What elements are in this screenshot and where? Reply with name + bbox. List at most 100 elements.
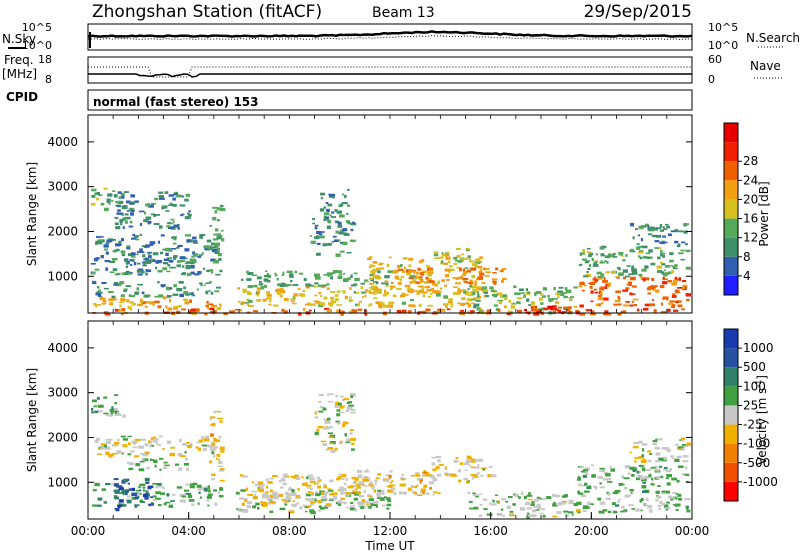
heatmap-cell	[472, 263, 478, 267]
heatmap-cell	[252, 310, 258, 313]
heatmap-cell	[379, 497, 385, 501]
heatmap-cell	[490, 474, 497, 478]
heatmap-cell	[339, 411, 345, 414]
heatmap-cell	[165, 210, 170, 212]
heatmap-cell	[201, 252, 204, 255]
heatmap-cell	[194, 308, 200, 312]
heatmap-cell	[568, 311, 572, 314]
colorbar-tick-label: 12	[743, 231, 758, 245]
heatmap-cell	[211, 246, 218, 249]
heatmap-cell	[332, 495, 337, 500]
heatmap-cell	[140, 453, 146, 455]
heatmap-cell	[641, 497, 644, 501]
heatmap-cell	[539, 512, 544, 515]
heatmap-cell	[140, 438, 146, 441]
heatmap-cell	[660, 250, 663, 253]
heatmap-cell	[92, 399, 97, 403]
heatmap-cell	[163, 502, 167, 506]
colorbar-tick-label: -25	[743, 418, 763, 432]
heatmap-cell	[175, 247, 180, 249]
heatmap-cell	[177, 244, 183, 247]
heatmap-cell	[682, 280, 687, 283]
heatmap-cell	[169, 452, 175, 457]
heatmap-cell	[407, 487, 412, 491]
heatmap-cell	[484, 275, 490, 277]
heatmap-cell	[421, 291, 428, 294]
heatmap-cell	[142, 254, 146, 258]
heatmap-cell	[478, 288, 484, 291]
heatmap-cell	[384, 280, 389, 283]
heatmap-cell	[114, 490, 120, 494]
heatmap-cell	[137, 283, 143, 286]
heatmap-cell	[582, 258, 587, 261]
heatmap-cell	[641, 443, 648, 446]
heatmap-cell	[410, 289, 414, 293]
heatmap-cell	[210, 441, 215, 444]
heatmap-cell	[495, 308, 500, 311]
heatmap-cell	[134, 504, 140, 507]
heatmap-cell	[659, 229, 664, 232]
x-tick-label: 00:00	[71, 524, 106, 538]
heatmap-cell	[185, 293, 190, 296]
heatmap-cell	[281, 308, 285, 312]
heatmap-cell	[506, 312, 511, 316]
heatmap-cell	[401, 478, 405, 481]
heatmap-cell	[401, 270, 405, 273]
heatmap-cell	[143, 258, 149, 261]
heatmap-cell	[478, 270, 483, 273]
heatmap-cell	[107, 193, 113, 197]
heatmap-cell	[578, 285, 583, 288]
heatmap-cell	[119, 219, 125, 221]
colorbar-segment	[724, 142, 738, 162]
heatmap-cell	[145, 481, 150, 484]
heatmap-cell	[665, 508, 668, 511]
heatmap-cell	[422, 294, 425, 298]
x-tick-label: 08:00	[272, 524, 307, 538]
heatmap-cell	[573, 286, 578, 289]
heatmap-cell	[119, 281, 125, 285]
heatmap-cell	[389, 287, 393, 291]
heatmap-cell	[129, 263, 133, 266]
heatmap-cell	[149, 241, 156, 245]
heatmap-cell	[408, 304, 414, 307]
heatmap-cell	[653, 227, 657, 230]
heatmap-cell	[474, 282, 477, 286]
heatmap-cell	[130, 194, 135, 198]
heatmap-cell	[421, 287, 425, 290]
heatmap-cell	[602, 511, 605, 514]
heatmap-cell	[671, 458, 676, 460]
heatmap-cell	[181, 195, 184, 198]
heatmap-cell	[216, 236, 222, 240]
heatmap-cell	[102, 300, 107, 303]
heatmap-cell	[590, 282, 595, 285]
heatmap-cell	[669, 468, 672, 471]
heatmap-cell	[654, 247, 659, 249]
heatmap-cell	[590, 290, 594, 294]
cpid-text: normal (fast stereo) 153	[93, 95, 259, 109]
heatmap-cell	[203, 448, 207, 452]
heatmap-cell	[501, 508, 504, 511]
heatmap-cell	[640, 459, 647, 463]
heatmap-cell	[498, 512, 503, 516]
heatmap-cell	[170, 226, 176, 230]
heatmap-cell	[530, 301, 536, 305]
heatmap-cell	[441, 254, 448, 257]
heatmap-cell	[143, 219, 149, 223]
heatmap-cell	[613, 511, 618, 514]
heatmap-cell	[121, 253, 126, 257]
heatmap-cell	[553, 501, 556, 504]
heatmap-cell	[664, 490, 670, 494]
heatmap-cell	[332, 270, 339, 274]
heatmap-cell	[339, 311, 346, 314]
heatmap-cell	[193, 240, 198, 244]
heatmap-cell	[252, 505, 257, 509]
heatmap-cell	[672, 293, 676, 296]
heatmap-cell	[582, 510, 587, 512]
heatmap-cell	[147, 251, 152, 254]
heatmap-cell	[335, 294, 339, 296]
heatmap-cell	[198, 254, 203, 257]
heatmap-cell	[582, 507, 587, 510]
heatmap-cell	[604, 255, 611, 259]
heatmap-cell	[207, 307, 211, 310]
heatmap-cell	[534, 509, 540, 511]
